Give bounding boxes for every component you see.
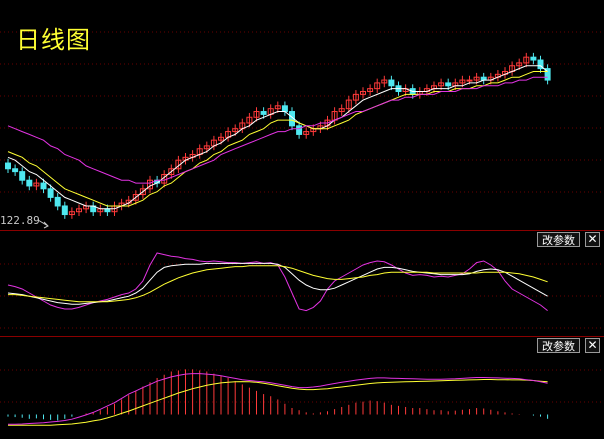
candle-body [381, 79, 388, 84]
indicator-params-button[interactable]: 改参数 [537, 232, 580, 247]
macd-params-button[interactable]: 改参数 [537, 338, 580, 353]
candle-body [544, 68, 551, 81]
candle-body [537, 59, 544, 70]
candle-body [5, 162, 11, 170]
candle-body [281, 105, 288, 113]
arrow-icon [37, 219, 49, 229]
chart-title: 日线图 [16, 26, 91, 54]
candle-body [139, 188, 146, 196]
candle-body [76, 208, 82, 213]
candle-body [367, 88, 374, 93]
close-icon[interactable]: ✕ [585, 338, 600, 353]
indicator-line [7, 262, 548, 305]
candle-body [132, 194, 139, 201]
candle-body [438, 82, 445, 87]
candle-body [445, 82, 452, 87]
candle-body [203, 145, 210, 150]
close-icon[interactable]: ✕ [585, 232, 600, 247]
candle-body [19, 171, 26, 181]
candle-body [303, 131, 310, 135]
macd-line [8, 373, 548, 425]
candle-body [68, 211, 75, 216]
candle-body [26, 179, 33, 187]
indicator-line [8, 265, 548, 303]
candle-body [360, 91, 366, 95]
candle-body [33, 182, 40, 187]
macd-line [8, 379, 548, 426]
candle-body [260, 111, 267, 115]
candle-body [274, 105, 281, 110]
candle-body [374, 82, 381, 90]
candle-body [516, 62, 523, 67]
candle-body [61, 205, 68, 216]
moving-average-line [7, 65, 548, 210]
candle-body [47, 188, 54, 198]
candle-body [54, 196, 61, 207]
candle-body [466, 79, 473, 82]
candle-body [296, 125, 303, 135]
candle-body [253, 111, 260, 118]
candle-body [246, 116, 253, 124]
candle-body [345, 99, 352, 110]
low-price-label: 122.89 [0, 214, 40, 227]
candle-body [168, 168, 175, 175]
candle-body [218, 136, 224, 141]
candle-body [459, 79, 466, 84]
candle-body [232, 128, 239, 133]
candle-body [338, 108, 345, 113]
candle-body [12, 168, 19, 173]
candle-body [388, 79, 395, 87]
candle-body [523, 56, 530, 64]
candle-body [352, 93, 359, 101]
candle-body [40, 182, 47, 190]
candle-body [473, 76, 480, 81]
moving-average-line [7, 71, 548, 207]
candle-body [530, 56, 537, 61]
moving-average-line [7, 76, 548, 184]
